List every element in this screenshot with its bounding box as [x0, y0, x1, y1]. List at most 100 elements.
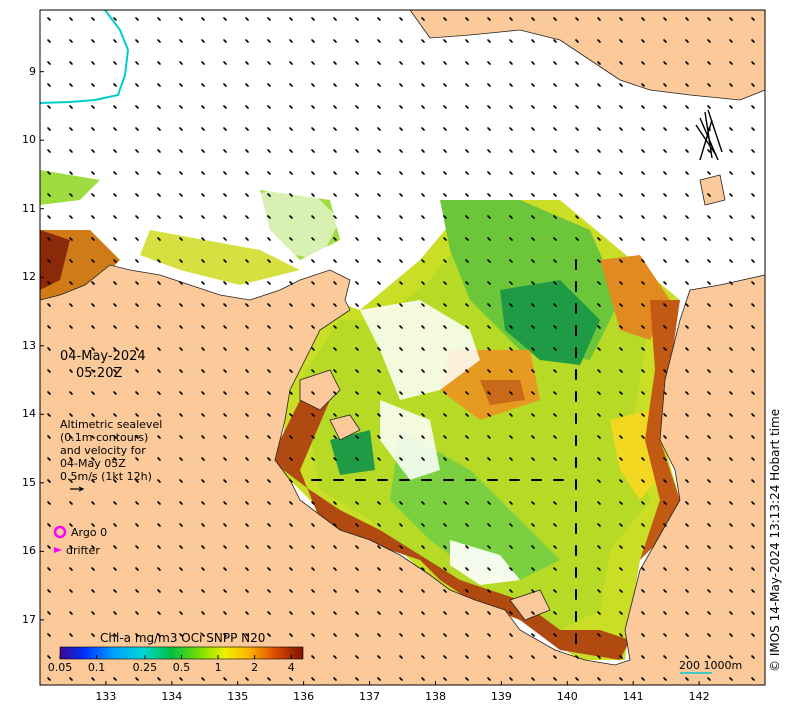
velocity-arrow: [597, 83, 601, 87]
velocity-arrow: [399, 193, 403, 197]
velocity-arrow: [267, 193, 271, 197]
velocity-arrow: [355, 17, 359, 21]
velocity-arrow: [641, 303, 645, 307]
velocity-arrow: [289, 391, 293, 395]
velocity-arrows: [47, 17, 755, 681]
velocity-arrow: [597, 127, 601, 131]
velocity-arrow: [465, 259, 469, 263]
velocity-arrow: [597, 435, 601, 439]
velocity-arrow: [333, 325, 337, 329]
velocity-arrow: [69, 391, 73, 395]
velocity-arrow: [69, 523, 73, 527]
velocity-arrow: [663, 611, 667, 615]
velocity-arrow: [553, 567, 557, 571]
velocity-arrow: [553, 83, 557, 87]
velocity-arrow: [311, 677, 315, 681]
velocity-arrow: [47, 83, 51, 87]
lat-label: 14: [22, 407, 36, 421]
velocity-arrow: [289, 545, 293, 549]
velocity-arrow: [729, 17, 733, 21]
velocity-arrow: [509, 589, 513, 593]
velocity-arrow: [729, 193, 733, 197]
velocity-arrow: [157, 457, 161, 461]
velocity-arrow: [465, 435, 469, 439]
velocity-arrow: [751, 589, 755, 593]
velocity-arrow: [113, 457, 117, 461]
velocity-arrow: [399, 413, 403, 417]
velocity-arrow: [311, 325, 315, 329]
velocity-arrow: [597, 193, 601, 197]
velocity-arrow: [575, 17, 579, 21]
velocity-arrow: [663, 567, 667, 571]
velocity-arrow: [245, 105, 249, 109]
velocity-arrow: [179, 457, 183, 461]
colorbar-tick-label: 0.5: [172, 661, 191, 674]
velocity-arrow: [707, 457, 711, 461]
velocity-arrow: [179, 545, 183, 549]
velocity-arrow: [553, 281, 557, 285]
velocity-arrow: [355, 237, 359, 241]
lon-label: 140: [556, 690, 578, 703]
velocity-arrow: [201, 523, 205, 527]
velocity-arrow: [179, 259, 183, 263]
velocity-arrow: [619, 303, 623, 307]
velocity-arrow: [355, 633, 359, 637]
velocity-arrow: [575, 61, 579, 65]
velocity-arrow: [707, 413, 711, 417]
velocity-arrow: [47, 369, 51, 373]
velocity-arrow: [91, 127, 95, 131]
velocity-arrow: [597, 413, 601, 417]
velocity-arrow: [487, 127, 491, 131]
velocity-arrow: [289, 633, 293, 637]
velocity-arrow: [179, 83, 183, 87]
velocity-arrow: [707, 149, 711, 153]
velocity-arrow: [663, 61, 667, 65]
velocity-arrow: [311, 237, 315, 241]
velocity-arrow: [531, 369, 535, 373]
velocity-arrow: [91, 61, 95, 65]
velocity-arrow: [333, 611, 337, 615]
velocity-arrow: [751, 479, 755, 483]
velocity-arrow: [179, 193, 183, 197]
velocity-arrow: [641, 17, 645, 21]
velocity-arrow: [377, 413, 381, 417]
velocity-arrow: [91, 567, 95, 571]
velocity-arrow: [487, 61, 491, 65]
velocity-arrow: [443, 347, 447, 351]
velocity-arrow: [47, 17, 51, 21]
velocity-arrow: [245, 567, 249, 571]
velocity-arrow: [201, 61, 205, 65]
velocity-arrow: [245, 259, 249, 263]
velocity-arrow: [443, 17, 447, 21]
velocity-arrow: [443, 435, 447, 439]
velocity-arrow: [399, 545, 403, 549]
velocity-arrow: [135, 193, 139, 197]
velocity-arrow: [289, 567, 293, 571]
velocity-arrow: [311, 149, 315, 153]
velocity-arrow: [47, 457, 51, 461]
velocity-arrow: [245, 413, 249, 417]
velocity-arrow: [421, 61, 425, 65]
velocity-arrow: [465, 281, 469, 285]
velocity-arrow: [707, 545, 711, 549]
velocity-arrow: [487, 171, 491, 175]
velocity-arrow: [135, 347, 139, 351]
velocity-arrow: [597, 281, 601, 285]
velocity-arrow: [729, 655, 733, 659]
velocity-arrow: [553, 545, 557, 549]
velocity-arrow: [575, 149, 579, 153]
velocity-arrow: [707, 369, 711, 373]
velocity-arrow: [399, 523, 403, 527]
velocity-arrow: [443, 589, 447, 593]
velocity-arrow: [399, 105, 403, 109]
velocity-arrow: [377, 325, 381, 329]
velocity-arrow: [91, 633, 95, 637]
velocity-arrow: [707, 611, 711, 615]
velocity-arrow: [289, 457, 293, 461]
velocity-arrow: [135, 127, 139, 131]
velocity-arrow: [685, 303, 689, 307]
velocity-arrow: [157, 281, 161, 285]
velocity-arrow: [399, 83, 403, 87]
velocity-arrow: [509, 523, 513, 527]
velocity-arrow: [377, 545, 381, 549]
